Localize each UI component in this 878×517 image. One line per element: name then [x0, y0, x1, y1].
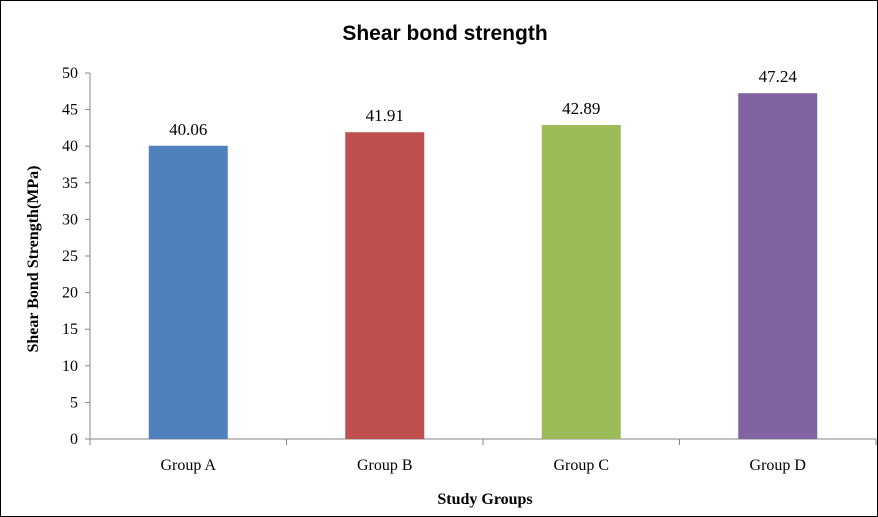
- data-label: 47.24: [759, 67, 798, 86]
- x-tick-label: Group C: [553, 457, 609, 474]
- chart-title: Shear bond strength: [342, 22, 547, 45]
- x-tick-label: Group D: [750, 457, 806, 474]
- y-tick-label: 10: [62, 358, 78, 375]
- bar-group-d: [738, 93, 818, 440]
- y-tick-label: 40: [62, 138, 78, 155]
- x-tick-label: Group B: [357, 457, 413, 474]
- y-tick-label: 20: [62, 285, 78, 302]
- x-axis-title: Study Groups: [437, 491, 532, 508]
- bars: [148, 93, 818, 440]
- y-axis: 0 5 10 15 20 25 30 35 40 45 50: [62, 65, 91, 448]
- data-label: 40.06: [169, 120, 207, 139]
- data-label: 42.89: [562, 99, 600, 118]
- y-tick-label: 35: [62, 175, 78, 192]
- y-axis-title: Shear Bond Strength(MPa): [25, 166, 42, 353]
- y-tick-label: 30: [62, 211, 78, 228]
- bar-group-a: [148, 145, 228, 439]
- y-tick-label: 0: [70, 431, 78, 448]
- y-tick-label: 50: [62, 65, 78, 82]
- y-tick-label: 25: [62, 248, 78, 265]
- y-tick-label: 15: [62, 321, 78, 338]
- data-labels: 40.06 41.91 42.89 47.24: [169, 67, 797, 139]
- bar-group-b: [345, 132, 425, 439]
- bar-group-c: [541, 125, 621, 439]
- data-label: 41.91: [366, 106, 404, 125]
- x-axis: Group A Group B Group C Group D: [89, 438, 877, 474]
- x-tick-label: Group A: [160, 457, 216, 474]
- y-tick-label: 5: [70, 394, 78, 411]
- y-tick-label: 45: [62, 102, 78, 119]
